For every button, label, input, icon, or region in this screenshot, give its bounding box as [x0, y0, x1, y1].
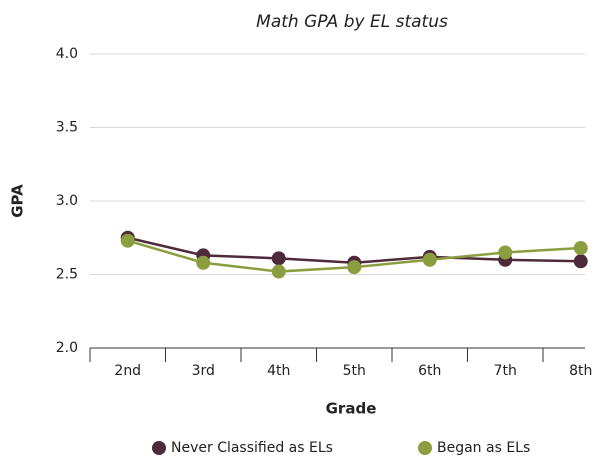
y-tick-label: 3.5	[56, 120, 78, 136]
x-tick-label: 7th	[494, 363, 517, 379]
data-point	[498, 245, 513, 260]
chart-title: Math GPA by EL status	[256, 12, 448, 32]
data-point	[271, 264, 286, 279]
x-tick-label: 4th	[267, 363, 290, 379]
y-tick-label: 4.0	[56, 46, 78, 62]
data-point	[573, 254, 588, 269]
y-tick-label: 2.5	[56, 267, 78, 283]
data-point	[120, 233, 135, 248]
x-tick-label: 5th	[343, 363, 366, 379]
legend-marker	[418, 441, 432, 455]
data-point	[271, 251, 286, 266]
data-point	[573, 241, 588, 256]
data-point	[196, 255, 211, 270]
x-tick-label: 2nd	[114, 363, 141, 379]
x-tick-label: 6th	[418, 363, 441, 379]
legend-label: Began as ELs	[437, 440, 530, 456]
x-tick-label: 3rd	[192, 363, 215, 379]
x-axis-label: Grade	[326, 400, 377, 418]
x-tick-label: 8th	[569, 363, 592, 379]
data-point	[422, 252, 437, 267]
y-tick-label: 2.0	[56, 340, 78, 356]
data-point	[347, 260, 362, 275]
legend-marker	[152, 441, 166, 455]
y-axis-label: GPA	[9, 184, 27, 218]
legend-label: Never Classified as ELs	[171, 440, 333, 456]
y-tick-label: 3.0	[56, 193, 78, 209]
